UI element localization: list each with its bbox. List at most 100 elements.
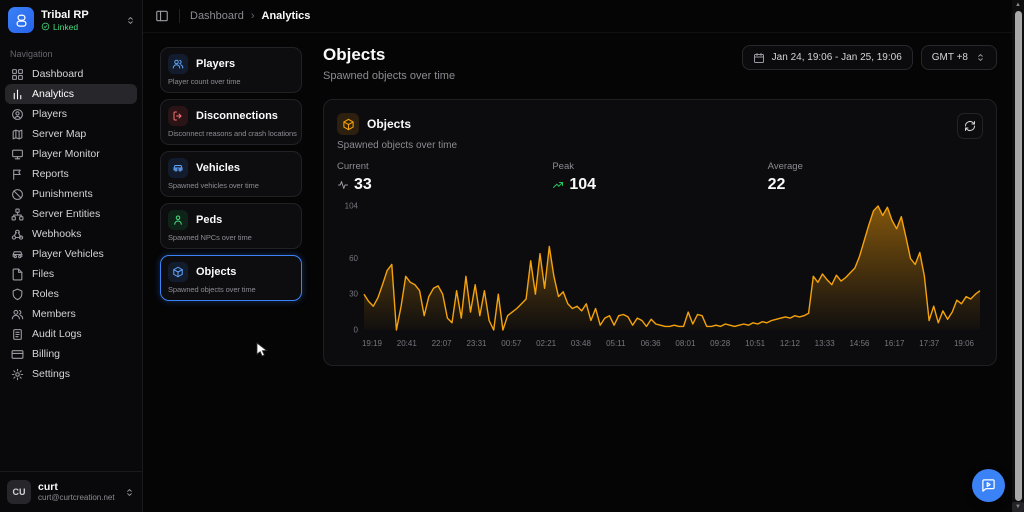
user-email: curt@curtcreation.net	[38, 493, 115, 502]
breadcrumb-dashboard[interactable]: Dashboard	[190, 10, 244, 22]
svg-text:14:56: 14:56	[849, 339, 870, 348]
sidebar-item-audit-logs[interactable]: Audit Logs	[5, 324, 137, 344]
svg-text:06:36: 06:36	[641, 339, 662, 348]
user-icon	[168, 210, 188, 230]
svg-text:60: 60	[349, 254, 358, 263]
chart-title: Objects	[367, 117, 412, 131]
sidebar-item-analytics[interactable]: Analytics	[5, 84, 137, 104]
ban-icon	[11, 188, 24, 201]
main-panel: Objects Spawned objects over time Jan 24…	[310, 33, 1024, 512]
svg-text:19:19: 19:19	[362, 339, 383, 348]
workspace-logo	[8, 7, 34, 33]
stat-value: 22	[767, 176, 786, 193]
log-out-icon	[168, 106, 188, 126]
sidebar-item-members[interactable]: Members	[5, 304, 137, 324]
metric-card-title: Objects	[196, 266, 237, 278]
sidebar-item-dashboard[interactable]: Dashboard	[5, 64, 137, 84]
sidebar-item-label: Analytics	[32, 88, 75, 100]
timezone-select[interactable]: GMT +8	[920, 45, 997, 70]
sidebar-item-label: Reports	[32, 168, 69, 180]
sidebar-item-server-map[interactable]: Server Map	[5, 124, 137, 144]
sidebar-item-server-entities[interactable]: Server Entities	[5, 204, 137, 224]
metric-card-subtitle: Disconnect reasons and crash locations	[168, 129, 297, 138]
message-icon	[981, 478, 996, 493]
stat-label: Peak	[552, 161, 574, 172]
sidebar-toggle-button[interactable]	[155, 9, 169, 23]
metric-card-vehicles[interactable]: Vehicles Spawned vehicles over time	[160, 151, 302, 197]
user-menu[interactable]: CU curt curt@curtcreation.net	[0, 471, 142, 512]
svg-text:16:17: 16:17	[884, 339, 905, 348]
car-icon	[11, 248, 24, 261]
svg-text:12:12: 12:12	[780, 339, 801, 348]
sidebar-item-players[interactable]: Players	[5, 104, 137, 124]
sidebar-item-reports[interactable]: Reports	[5, 164, 137, 184]
page-subtitle: Spawned objects over time	[323, 70, 456, 82]
sidebar-item-files[interactable]: Files	[5, 264, 137, 284]
refresh-icon	[964, 120, 976, 132]
map-icon	[11, 128, 24, 141]
sidebar-item-player-monitor[interactable]: Player Monitor	[5, 144, 137, 164]
sidebar-item-label: Webhooks	[32, 228, 82, 240]
refresh-button[interactable]	[957, 113, 983, 139]
sidebar-item-label: Server Map	[32, 128, 87, 140]
sidebar-item-label: Audit Logs	[32, 328, 82, 340]
metric-card-disconnections[interactable]: Disconnections Disconnect reasons and cra…	[160, 99, 302, 145]
topbar-divider	[179, 9, 180, 23]
metric-card-peds[interactable]: Peds Spawned NPCs over time	[160, 203, 302, 249]
stat-peak: Peak 104	[552, 161, 767, 194]
sidebar-item-label: Members	[32, 308, 76, 320]
date-range-button[interactable]: Jan 24, 19:06 - Jan 25, 19:06	[741, 45, 913, 70]
svg-text:00:57: 00:57	[501, 339, 522, 348]
sidebar-item-label: Dashboard	[32, 68, 84, 80]
svg-text:30: 30	[349, 290, 358, 299]
svg-text:19:06: 19:06	[954, 339, 975, 348]
chevrons-up-down-icon	[975, 52, 986, 63]
objects-cube-icon	[337, 113, 359, 135]
svg-text:05:11: 05:11	[606, 339, 626, 348]
file-icon	[11, 268, 24, 281]
circle-user-icon	[11, 108, 24, 121]
workspace-switcher[interactable]: Tribal RP Linked	[0, 0, 142, 39]
svg-text:23:31: 23:31	[466, 339, 487, 348]
chat-fab-button[interactable]	[972, 469, 1005, 502]
metric-card-title: Peds	[196, 214, 223, 226]
sidebar-item-label: Billing	[32, 348, 61, 360]
svg-text:22:07: 22:07	[432, 339, 453, 348]
credit-card-icon	[11, 348, 24, 361]
page-scrollbar[interactable]: ▲ ▼	[1012, 0, 1024, 512]
sidebar-item-label: Punishments	[32, 188, 93, 200]
svg-text:10:51: 10:51	[745, 339, 766, 348]
metric-card-title: Vehicles	[196, 162, 241, 174]
stat-average: Average 22	[768, 161, 983, 194]
page-title: Objects	[323, 45, 386, 64]
metric-card-objects[interactable]: Objects Spawned objects over time	[160, 255, 302, 301]
user-meta: curt curt@curtcreation.net	[38, 482, 117, 503]
sidebar-item-player-vehicles[interactable]: Player Vehicles	[5, 244, 137, 264]
workspace-name: Tribal RP	[41, 8, 89, 21]
sidebar-item-billing[interactable]: Billing	[5, 344, 137, 364]
scrollbar-thumb[interactable]	[1014, 11, 1022, 501]
svg-text:104: 104	[345, 202, 359, 211]
svg-text:13:33: 13:33	[815, 339, 836, 348]
svg-text:08:01: 08:01	[675, 339, 696, 348]
scroll-up-button[interactable]: ▲	[1015, 2, 1021, 8]
workspace-status: Linked	[41, 22, 118, 32]
webhook-icon	[11, 228, 24, 241]
calendar-icon	[753, 52, 765, 64]
sidebar-item-roles[interactable]: Roles	[5, 284, 137, 304]
avatar: CU	[7, 480, 31, 504]
sidebar-item-punishments[interactable]: Punishments	[5, 184, 137, 204]
sidebar-item-settings[interactable]: Settings	[5, 364, 137, 384]
sidebar-item-webhooks[interactable]: Webhooks	[5, 224, 137, 244]
sidebar-item-label: Roles	[32, 288, 59, 300]
bar-chart-icon	[11, 88, 24, 101]
content-area: Dashboard › Analytics Players Player coun…	[143, 0, 1024, 512]
scroll-down-button[interactable]: ▼	[1012, 502, 1024, 512]
metric-card-players[interactable]: Players Player count over time	[160, 47, 302, 93]
nav-section-label: Navigation	[10, 49, 53, 59]
logo-icon	[14, 13, 29, 28]
chart-card-header: Objects Spawned objects over time	[337, 113, 983, 151]
toolbar: Jan 24, 19:06 - Jan 25, 19:06 GMT +8	[741, 45, 997, 70]
chevrons-up-down-icon	[125, 15, 136, 26]
metric-card-subtitle: Spawned vehicles over time	[168, 181, 259, 190]
